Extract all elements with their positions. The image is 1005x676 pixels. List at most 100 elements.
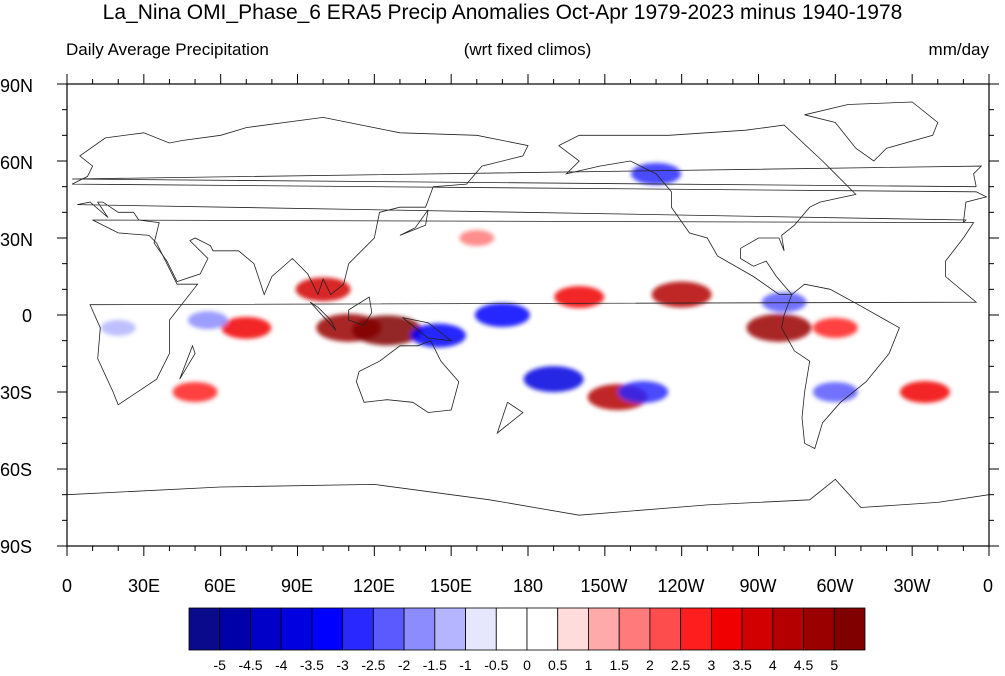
plot-title: La_Nina OMI_Phase_6 ERA5 Precip Anomalie… [102,1,903,24]
lon-label-0-east: 0 [982,576,993,596]
anomaly-feature [746,313,812,342]
colorbar-swatch [434,607,466,651]
anomaly-feature [554,286,605,309]
colorbar-label: 2 [645,657,654,673]
subtitle-center: (wrt fixed climos) [463,40,592,59]
colorbar [188,607,866,651]
coastline [89,219,978,406]
colorbar-label: -1 [459,657,472,673]
anomaly-feature [172,382,218,402]
subtitle-units: mm/day [928,40,989,59]
colorbar-label: -3 [336,657,349,673]
anomaly-feature [651,281,712,308]
colorbar-label: 4 [768,657,777,673]
lon-label-90e: 90E [280,576,314,596]
coastline [402,317,453,342]
colorbar-label: -5 [213,657,226,673]
coastline [310,301,337,331]
colorbar-label: -2 [397,657,411,673]
lon-label-60e: 60E [203,576,237,596]
colorbar-swatch [618,607,651,651]
colorbar-swatch [710,607,743,651]
colorbar-label: -2.5 [361,657,386,673]
lat-label-eq: 0 [22,306,33,326]
colorbar-swatch [741,607,774,651]
colorbar-swatch [188,607,221,651]
colorbar-label: 3.5 [732,657,752,673]
anomaly-feature [459,230,495,246]
coastline [72,165,983,188]
colorbar-swatch [803,607,835,651]
coastline [348,296,373,326]
anomaly-feature [899,381,950,403]
lat-label-90n: 90N [0,76,34,96]
coastlines [67,101,989,516]
coastline [781,283,900,450]
coastline [496,401,524,435]
colorbar-label: 0 [523,657,531,673]
anomaly-feature [187,311,228,330]
colorbar-label: -4.5 [238,657,263,673]
coastline [804,101,939,162]
anomaly-feature [812,317,858,338]
lat-label-90s: 90S [0,537,33,557]
colorbar-swatch [833,607,866,651]
anomaly-feature [221,316,272,339]
colorbar-label: 1 [584,657,593,673]
coastline [399,209,429,236]
colorbar-label: 4.5 [793,657,814,673]
lat-label-60n: 60N [0,153,34,173]
subtitle-left: Daily Average Precipitation [66,40,269,59]
colorbar-swatch [495,607,528,651]
lon-label-120e: 120E [352,576,396,596]
colorbar-label: -1.5 [422,657,447,673]
coastline-antarctica [67,478,989,516]
colorbar-swatch [526,607,559,651]
lon-label-0: 0 [61,576,72,596]
anomaly-feature [761,292,807,313]
anomaly-feature [100,319,136,336]
anomaly-feature [812,382,858,402]
lon-label-90w: 90W [739,576,777,596]
lon-label-180: 180 [512,576,544,596]
lon-label-150w: 150W [580,576,628,596]
colorbar-swatch [772,607,804,651]
lat-label-30n: 30N [0,230,34,250]
anomaly-feature [352,315,423,346]
lat-label-30s: 30S [0,383,33,403]
anomaly-feature [295,277,351,302]
colorbar-swatch [557,607,589,651]
coastline [71,116,988,296]
colorbar-label: 2.5 [670,657,691,673]
colorbar-swatch [280,607,313,651]
anomaly-feature [523,366,584,393]
colorbar-label: 1.5 [609,657,629,673]
lon-label-150e: 150E [429,576,473,596]
anomaly-field [100,162,950,411]
anomaly-feature [474,303,530,327]
lon-label-60w: 60W [816,576,854,596]
colorbar-label: 5 [830,657,839,673]
colorbar-label: 3 [707,657,716,673]
coastline [558,124,857,295]
colorbar-swatch [342,607,374,651]
colorbar-label: -3.5 [299,657,324,673]
colorbar-swatch [372,607,405,651]
lat-label-60s: 60S [0,460,33,480]
colorbar-swatch [680,607,712,651]
colorbar-swatch [649,607,682,651]
colorbar-swatch [403,607,436,651]
lon-label-30e: 30E [127,576,161,596]
anomaly-feature [618,381,669,403]
anomaly-feature [410,323,466,348]
colorbar-swatch [311,607,344,651]
colorbar-label: -0.5 [484,657,509,673]
coastline [179,344,196,380]
colorbar-swatch [465,607,497,651]
colorbar-label: -4 [274,657,288,673]
coastline [355,340,460,413]
lon-label-120w: 120W [657,576,705,596]
colorbar-swatch [588,607,620,651]
lon-label-30w: 30W [893,576,931,596]
